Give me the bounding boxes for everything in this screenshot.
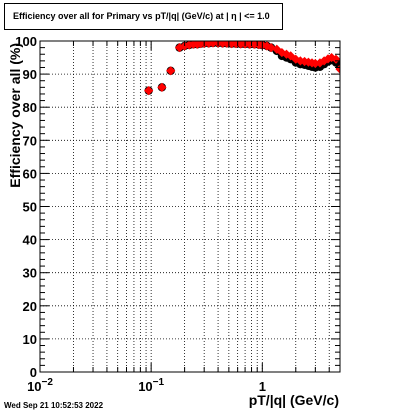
y-tick-label: 100 [15,34,37,49]
y-tick-label: 20 [23,299,37,314]
y-axis-title: Efficiency over all (%) [7,43,23,188]
y-tick-label: 10 [23,332,37,347]
data-point-primary [295,56,305,66]
x-tick-label: 10−2 [27,377,53,394]
y-tick-label: 70 [23,133,37,148]
x-tick-label: 10−1 [138,377,164,394]
x-axis-title: pT/|q| (GeV/c) [249,392,339,408]
data-point-primary [310,58,320,69]
x-tick-label: 1 [259,379,266,394]
tick-labels: 0 10 20 30 40 50 60 70 80 90 100 10−2 10−1 1 [15,34,266,394]
series-layer [144,41,340,96]
data-point-primary [166,66,176,76]
y-tick-label: 80 [23,100,37,115]
y-tick-label: 60 [23,166,37,181]
y-tick-label: 40 [23,233,37,248]
grid [40,41,341,372]
data-point-primary [266,43,276,53]
data-point-primary [144,86,154,96]
y-tick-label: 0 [30,365,37,380]
data-point-primary [335,64,340,74]
x-tick-label-exponent: −2 [42,377,54,388]
x-tick-label-exponent: −1 [153,377,165,388]
data-point-primary [262,41,272,51]
data-points [144,41,340,96]
timestamp: Wed Sep 21 10:52:53 2022 [4,401,104,410]
tick-marks [40,40,341,373]
y-tick-label: 30 [23,266,37,281]
y-tick-label: 90 [23,67,37,82]
data-point-primary [319,56,329,66]
data-point-primary [315,58,325,68]
data-point-primary [331,54,340,64]
data-point-primary [157,82,167,92]
y-tick-label: 50 [23,200,37,215]
chart-title: Efficiency over all for Primary vs pT/|q… [4,3,283,30]
data-point-primary [323,54,333,64]
